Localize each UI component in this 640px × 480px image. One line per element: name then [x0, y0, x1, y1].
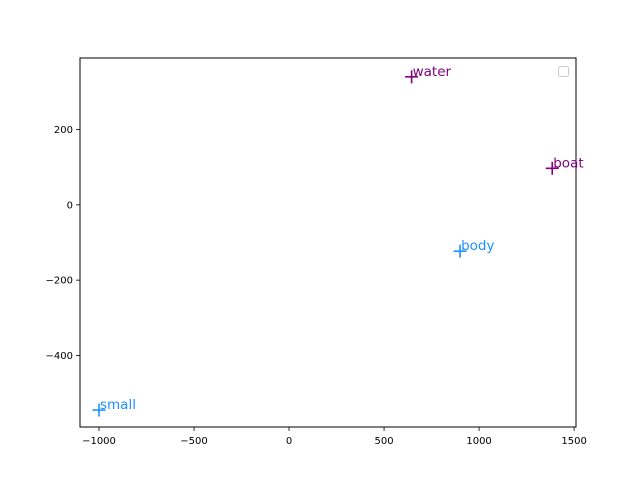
y-tick-label: 200 — [54, 125, 73, 136]
x-tick-label: 0 — [286, 436, 292, 447]
data-point-boat — [545, 161, 559, 175]
plot-frame — [79, 57, 577, 428]
axes: −1000 −500 0 500 1000 1500 −400 −200 0 200 — [46, 57, 587, 447]
legend-box — [558, 66, 569, 77]
data-point-water — [405, 70, 419, 84]
data-point-small — [92, 403, 106, 417]
y-tick-label: 0 — [67, 200, 73, 211]
data-points — [92, 70, 559, 417]
point-label-body: body — [461, 238, 494, 254]
point-label-water: water — [413, 64, 452, 80]
point-label-small: small — [100, 397, 136, 413]
data-point-body — [453, 244, 467, 258]
x-tick-label: 1500 — [561, 436, 586, 447]
point-label-boat: boat — [553, 155, 583, 171]
x-tick-label: −1000 — [82, 436, 116, 447]
x-tick-label: 500 — [375, 436, 394, 447]
x-tick-label: −500 — [180, 436, 207, 447]
y-tick-label: −200 — [46, 276, 73, 287]
x-tick-label: 1000 — [466, 436, 491, 447]
y-tick-label: −400 — [46, 351, 73, 362]
point-labels: water boat body small — [100, 64, 584, 413]
